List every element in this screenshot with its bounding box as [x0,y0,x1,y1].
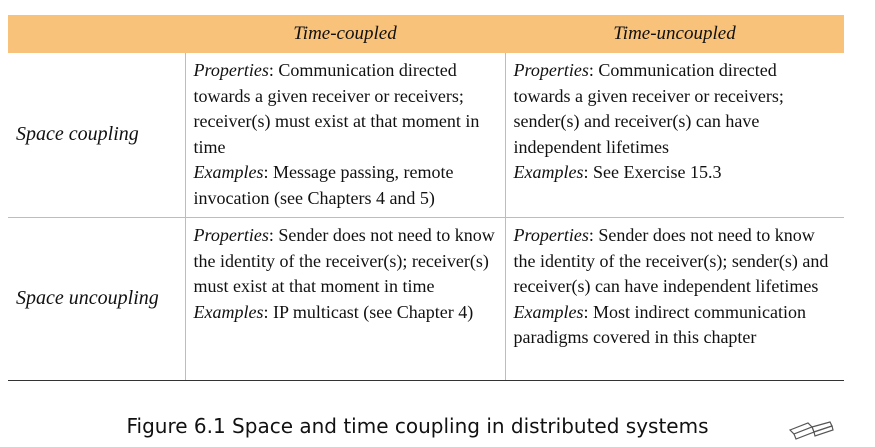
examples-text: : Most indirect communication paradigms … [513,301,806,348]
cell-space-uncoupling-time-coupled: Properties: Sender does not need to know… [184,217,506,381]
properties-text: : Sender does not need to know the ident… [193,225,495,296]
properties-text: : Sender does not need to know the ident… [513,225,829,296]
header-row: Time-coupled Time-uncoupled [8,15,844,53]
row-space-coupling: Space coupling Properties: Communication… [8,53,844,218]
examples-label: Examples [193,301,264,322]
header-corner-cell [8,15,185,53]
row-label-space-uncoupling: Space uncoupling [8,217,186,381]
examples-text: : Message passing, remote invocation (se… [193,162,454,208]
examples-label: Examples [193,162,264,182]
properties-text: : Communication directed towards a given… [193,60,480,157]
properties-text: : Communication directed towards a given… [513,60,784,157]
coupling-table: Time-coupled Time-uncoupled Space coupli… [8,15,844,381]
properties-label: Properties [193,60,269,80]
figure-caption: Figure 6.1 Space and time coupling in di… [126,414,709,438]
properties-label: Properties [513,60,589,80]
examples-text: : See Exercise 15.3 [583,162,722,182]
examples-label: Examples [513,162,584,182]
properties-label: Properties [513,225,589,245]
examples-label: Examples [513,301,584,322]
cell-space-coupling-time-uncoupled: Properties: Communication directed towar… [504,53,844,218]
cell-space-uncoupling-time-uncoupled: Properties: Sender does not need to know… [504,217,844,381]
properties-label: Properties [193,225,269,245]
row-label-space-coupling: Space coupling [8,53,186,218]
examples-text: : IP multicast (see Chapter 4) [263,301,474,322]
coupling-table-container: Time-coupled Time-uncoupled Space coupli… [8,15,844,381]
header-time-uncoupled: Time-uncoupled [505,15,844,53]
header-time-coupled: Time-coupled [185,15,505,53]
book-icon[interactable] [788,420,834,447]
cell-space-coupling-time-coupled: Properties: Communication directed towar… [184,53,506,218]
row-space-uncoupling: Space uncoupling Properties: Sender does… [8,217,844,381]
